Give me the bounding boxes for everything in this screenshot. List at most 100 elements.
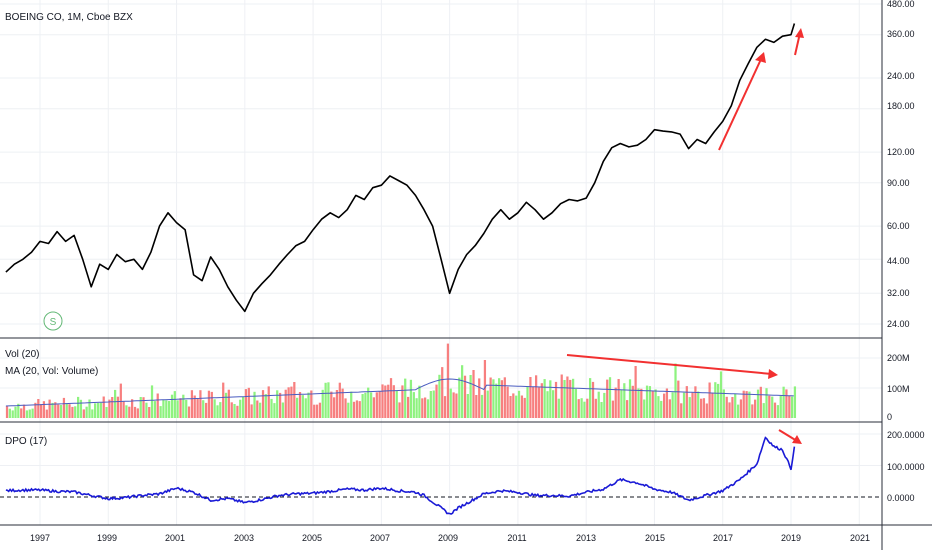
volume-bar [509,396,512,418]
volume-ma-title[interactable]: MA (20, Vol: Volume) [5,366,98,377]
volume-bar [421,398,424,418]
price-axis-ticks[interactable]: 480.00 360.00 240.00 180.00 120.00 90.00… [887,0,915,329]
dpo-title[interactable]: DPO (17) [5,436,47,447]
volume-bar [222,382,225,418]
volume-bar [34,402,37,418]
volume-bar [179,398,182,418]
volume-bar [731,397,734,418]
volume-bar [105,407,108,418]
volume-bar [159,406,162,418]
volume-bar [708,382,711,418]
year-label: 1999 [97,533,117,543]
volume-bar [722,389,725,418]
volume-bar [165,400,168,418]
volume-bar [680,403,683,418]
year-label: 2001 [165,533,185,543]
volume-downtrend-arrow-line[interactable] [566,354,773,375]
volume-bar [529,377,532,418]
price-line[interactable] [5,23,796,313]
volume-bar [572,378,575,418]
volume-bar [426,399,430,418]
volume-tick-label: 0 [887,412,892,422]
time-axis-labels[interactable]: 1997 1999 2001 2003 2005 2007 2009 2011 … [30,533,870,543]
volume-bar [68,404,71,418]
volume-bar [96,403,100,418]
volume-tick-label: 200M [887,353,910,363]
volume-bar [82,409,85,418]
volume-bar [372,397,376,418]
volume-bar [517,390,521,418]
price-tick-label: 44.00 [887,256,910,266]
session-badge[interactable]: S [43,311,63,331]
volume-bar [705,403,708,418]
volume-bar [463,375,467,418]
volume-bar [589,378,592,418]
volume-bar [600,402,603,418]
volume-bar [691,392,694,418]
volume-bar [452,392,455,418]
uptrend-arrow-line[interactable] [718,56,763,151]
volume-bar [125,405,128,418]
volume-bar [458,377,461,418]
volume-bar [725,396,728,418]
volume-bar [711,393,714,418]
volume-bar [739,399,743,418]
volume-bar [190,390,194,418]
volume-bar [168,401,171,418]
volume-axis-ticks[interactable]: 200M 100M 0 [887,353,910,422]
volume-bar [108,399,111,418]
volume-bar [728,402,731,418]
volume-bar [446,343,450,418]
dpo-down-arrow-line[interactable] [778,429,798,442]
volume-bar [606,379,609,418]
volume-bar [506,386,509,418]
volume-bar [398,402,401,418]
volume-bar [520,395,524,418]
volume-bar [617,379,620,418]
volume-bar [91,409,94,418]
dpo-axis-ticks[interactable]: 200.0000 100.0000 0.0000 [887,430,925,503]
volume-bar [133,406,137,418]
annotation-arrows[interactable] [566,28,804,444]
volume-bar [284,389,287,418]
volume-bar [389,378,393,418]
volume-bar [569,379,572,418]
year-label: 2021 [850,533,870,543]
volume-bar [719,371,723,418]
volume-bar [145,402,148,418]
volume-bar [210,391,213,418]
volume-bar [375,392,378,418]
volume-bar [503,377,506,418]
dpo-line[interactable] [5,436,796,515]
volume-bar [378,391,381,418]
volume-bar [57,404,60,418]
volume-bar [583,401,586,418]
volume-bar [429,391,432,418]
volume-bar [347,402,350,418]
symbol-title[interactable]: BOEING CO, 1M, Cboe BZX [5,12,133,23]
volume-bar [765,388,768,418]
volume-bar [48,399,51,418]
volume-bar [540,383,543,418]
volume-bar [535,375,538,418]
volume-bar [537,387,541,418]
volume-bar [401,385,404,418]
volume-downtrend-arrowhead [768,369,778,379]
volume-bar [773,402,777,418]
volume-bar [407,396,410,418]
volume-bar [51,402,54,418]
price-tick-label: 90.00 [887,178,910,188]
volume-bar [574,389,578,418]
volume-bar [230,402,233,418]
volume-bar [665,388,669,418]
volume-bar [205,402,208,418]
volume-bar [603,392,606,418]
volume-ma-line[interactable] [5,378,794,407]
volume-title[interactable]: Vol (20) [5,349,39,360]
volume-bar [512,393,515,418]
volume-bar [648,386,652,418]
volume-bar [480,394,484,418]
volume-bar [116,396,120,418]
volume-bar [549,380,552,418]
volume-bar [455,393,458,418]
